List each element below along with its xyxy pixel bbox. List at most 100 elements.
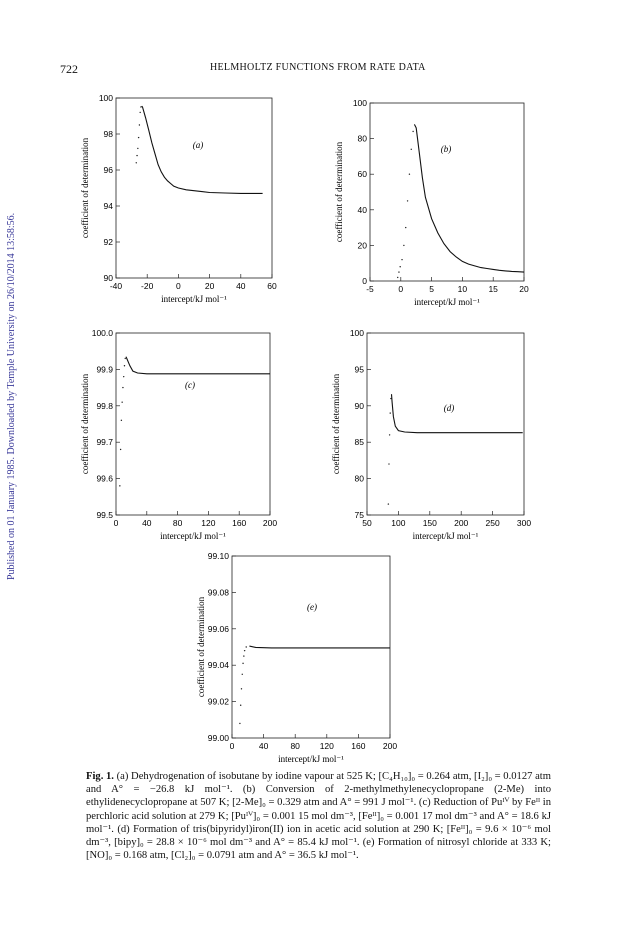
y-axis-label: coefficient of determination [80,137,90,238]
data-point [123,375,125,378]
x-axis-label: intercept/kJ mol⁻¹ [278,754,344,764]
running-title: HELMHOLTZ FUNCTIONS FROM RATE DATA [210,62,426,73]
data-point [389,412,391,414]
chart-panel-4: 0 40 80 120 160 200 99.00 99.02 99.04 99.06 99.08 9… [196,551,397,764]
y-tick-label: 20 [358,240,368,250]
y-tick-label: 98 [104,129,114,139]
y-tick-label: 40 [358,205,368,215]
y-tick-label: 99.10 [208,551,230,561]
panel-label: (a) [193,140,204,150]
y-tick-label: 0 [362,276,367,286]
data-point [119,448,122,451]
panel-label: (d) [444,403,455,413]
x-tick-label: 40 [142,518,152,528]
data-point [403,244,405,247]
data-point [245,646,247,648]
panel-label: (e) [307,602,317,612]
x-axis-label: intercept/kJ mol⁻¹ [413,531,479,541]
x-tick-label: -20 [141,281,154,291]
y-tick-label: 99.5 [96,510,113,520]
data-point [140,106,142,108]
series-line [413,124,525,273]
data-point [405,226,407,229]
data-point [120,419,123,422]
y-tick-label: 100 [350,328,364,338]
data-point [390,397,392,400]
y-axis-label: coefficient of determination [334,141,344,242]
x-tick-label: 200 [383,741,397,751]
data-point [408,173,411,175]
y-tick-label: 80 [358,134,368,144]
data-point [398,271,400,273]
data-point [239,704,242,706]
data-point [243,649,246,652]
data-point [241,673,243,675]
x-tick-label: 5 [429,284,434,294]
x-tick-label: 0 [114,518,119,528]
y-tick-label: 96 [104,165,114,175]
y-tick-label: 99.7 [96,437,113,447]
page-number: 722 [60,62,78,76]
y-tick-label: 99.08 [208,587,230,597]
data-point [137,147,139,150]
data-point [119,485,121,487]
x-tick-label: 0 [398,284,403,294]
x-tick-label: 10 [458,284,468,294]
x-tick-label: 160 [351,741,365,751]
data-point [388,463,390,465]
caption-text: (a) Dehydrogenation of isobutane by iodi… [86,771,551,862]
data-point [240,688,243,690]
x-tick-label: 40 [259,741,269,751]
data-point [124,357,126,360]
y-tick-label: 95 [355,364,365,374]
x-tick-label: 15 [488,284,498,294]
series-line [249,645,390,649]
y-tick-label: 100 [99,93,113,103]
data-point [121,401,123,403]
x-tick-label: 300 [517,518,531,528]
data-point [136,154,138,157]
y-axis-label: coefficient of determination [196,596,206,697]
x-tick-label: 20 [519,284,529,294]
data-point [406,200,409,202]
data-point [239,722,241,725]
data-point [242,662,244,665]
x-tick-label: -40 [110,281,123,291]
x-tick-label: 200 [454,518,468,528]
data-point [123,365,126,367]
series-line [125,356,270,375]
x-tick-label: -5 [366,284,374,294]
y-tick-label: 99.02 [208,697,230,707]
y-tick-label: 99.9 [96,364,113,374]
x-tick-label: 60 [267,281,277,291]
y-tick-label: 99.06 [208,624,230,634]
plot-frame [369,102,525,282]
y-tick-label: 99.04 [208,660,230,670]
x-axis-label: intercept/kJ mol⁻¹ [160,531,226,541]
y-tick-label: 90 [104,273,114,283]
x-tick-label: 100 [391,518,405,528]
x-tick-label: 120 [320,741,334,751]
data-point [410,148,412,150]
x-axis-label: intercept/kJ mol⁻¹ [161,294,227,304]
plot-frame [366,332,525,516]
data-point [243,655,245,657]
x-tick-label: 0 [176,281,181,291]
x-tick-label: 80 [290,741,300,751]
y-tick-label: 60 [358,169,368,179]
x-tick-label: 250 [486,518,500,528]
plot-frame [231,555,391,739]
data-point [139,111,141,114]
panel-label: (c) [185,380,195,390]
y-axis-label: coefficient of determination [80,373,90,474]
data-point [399,266,401,268]
plot-frame [115,332,271,516]
y-tick-label: 99.8 [96,401,113,411]
y-tick-label: 100.0 [92,328,114,338]
x-tick-label: 20 [205,281,215,291]
x-tick-label: 200 [263,518,277,528]
x-tick-label: 80 [173,518,183,528]
y-tick-label: 92 [104,237,114,247]
y-tick-label: 100 [353,98,367,108]
